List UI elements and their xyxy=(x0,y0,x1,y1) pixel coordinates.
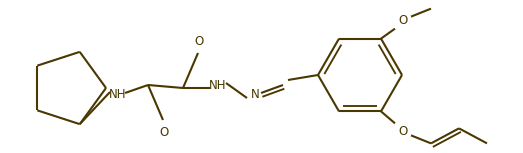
Text: O: O xyxy=(160,125,168,138)
Text: O: O xyxy=(399,125,407,138)
Text: O: O xyxy=(195,34,203,47)
Text: N: N xyxy=(251,88,259,101)
Text: O: O xyxy=(399,14,407,27)
Text: NH: NH xyxy=(209,78,227,91)
Text: NH: NH xyxy=(109,88,127,101)
